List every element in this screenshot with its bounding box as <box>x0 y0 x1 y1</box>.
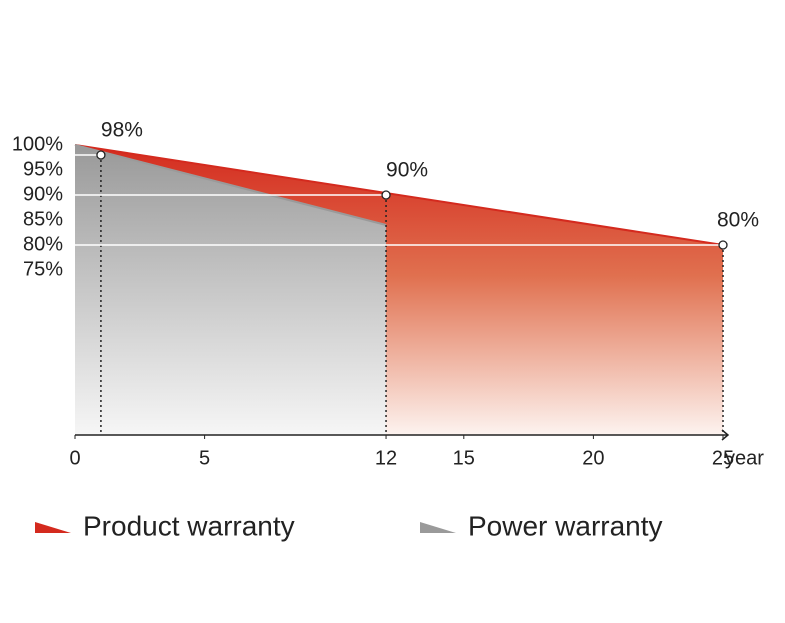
legend-swatch <box>35 522 71 533</box>
x-tick-label: 5 <box>199 447 210 469</box>
point <box>96 150 106 160</box>
x-tick-label: 20 <box>582 447 604 469</box>
point <box>381 190 391 200</box>
x-tick-label: 25 <box>712 447 734 469</box>
x-tick-label: 12 <box>375 447 397 469</box>
y-tick-label: 95% <box>23 158 63 180</box>
point-label: 80% <box>717 209 759 232</box>
y-tick-label: 85% <box>23 208 63 230</box>
x-tick-label: 0 <box>69 447 80 469</box>
x-axis-arrow <box>721 429 730 441</box>
legend-label: Product warranty <box>83 510 295 541</box>
y-tick-label: 75% <box>23 258 63 280</box>
area <box>75 145 387 435</box>
area-edge <box>74 144 724 246</box>
y-tick-label: 100% <box>12 133 63 155</box>
x-axis-label: year <box>725 447 764 469</box>
point-label: 90% <box>386 159 428 182</box>
legend-label: Power warranty <box>468 510 663 541</box>
point-label: 98% <box>101 119 143 142</box>
y-tick-label: 90% <box>23 183 63 205</box>
area-edge <box>74 144 387 226</box>
y-tick-label: 80% <box>23 233 63 255</box>
point <box>718 240 728 250</box>
x-tick-label: 15 <box>453 447 475 469</box>
legend-swatch <box>420 522 456 533</box>
